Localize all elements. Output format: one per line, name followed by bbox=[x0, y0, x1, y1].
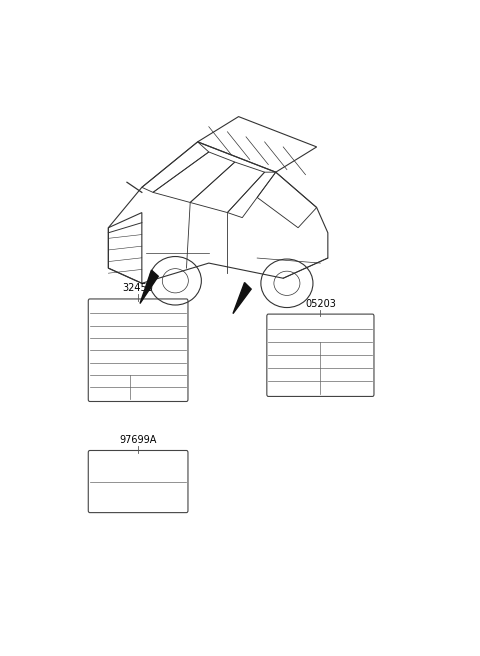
Text: 97699A: 97699A bbox=[120, 435, 157, 445]
Text: 05203: 05203 bbox=[305, 298, 336, 308]
Polygon shape bbox=[140, 270, 158, 304]
Text: 32450: 32450 bbox=[123, 283, 154, 293]
Polygon shape bbox=[233, 283, 251, 314]
